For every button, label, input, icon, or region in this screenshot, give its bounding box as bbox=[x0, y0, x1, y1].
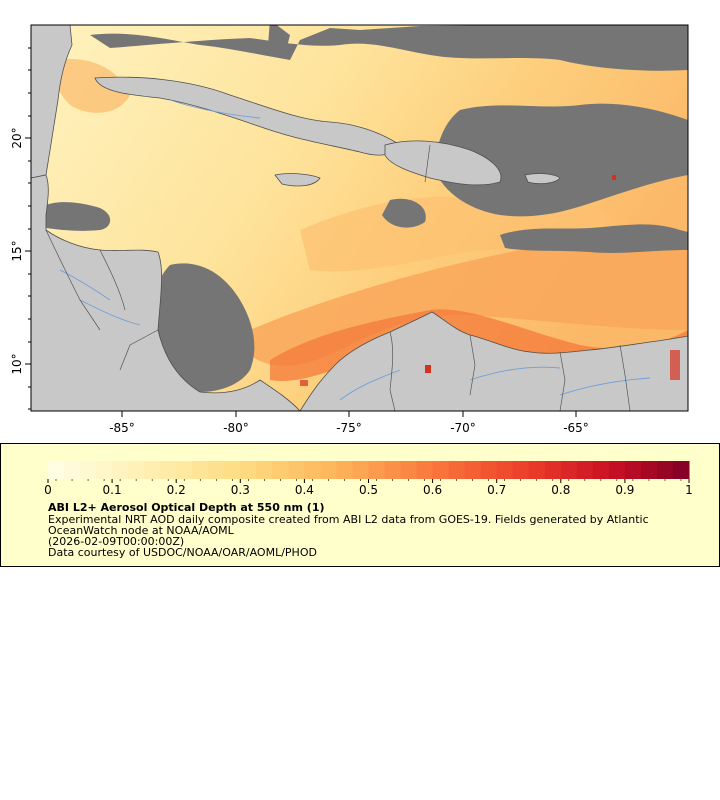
colorbar-tick-label: 1 bbox=[685, 483, 693, 497]
lon-tick-marks bbox=[121, 411, 577, 417]
legend-title: ABI L2+ Aerosol Optical Depth at 550 nm … bbox=[48, 501, 325, 514]
colorbar-cell bbox=[304, 461, 321, 479]
colorbar-cell bbox=[192, 461, 209, 479]
lon-tick-label: -75° bbox=[336, 421, 362, 435]
colorbar-cell bbox=[528, 461, 546, 479]
colorbar-cell bbox=[368, 461, 386, 479]
colorbar-tick-label: 0.3 bbox=[231, 483, 250, 497]
colorbar-tick-label: 0.1 bbox=[103, 483, 122, 497]
colorbar-cell bbox=[608, 461, 626, 479]
lon-tick-label: -70° bbox=[450, 421, 476, 435]
colorbar-tick-label: 0 bbox=[44, 483, 52, 497]
colorbar-tick-label: 0.9 bbox=[615, 483, 634, 497]
colorbar-cell bbox=[576, 461, 594, 479]
lon-tick-label: -85° bbox=[109, 421, 135, 435]
lat-tick-label: 10° bbox=[10, 353, 24, 374]
lat-tick-label: 20° bbox=[10, 127, 24, 148]
legend-panel: 0 0.1 0.2 0.3 0.4 0.5 0.6 0.7 0.8 0.9 1 ABI L2+ Ae… bbox=[0, 443, 720, 567]
colorbar-tick-label: 0.7 bbox=[487, 483, 506, 497]
land-puerto-rico bbox=[524, 173, 561, 185]
colorbar-cell bbox=[624, 461, 642, 479]
colorbar-cell bbox=[496, 461, 514, 479]
rivers bbox=[59, 99, 651, 401]
colorbar-tick-label: 0.4 bbox=[295, 483, 314, 497]
colorbar-cell bbox=[112, 461, 129, 479]
colorbar-cell bbox=[80, 461, 97, 479]
colorbar-cell bbox=[256, 461, 273, 479]
legend-credit: Data courtesy of USDOC/NOAA/OAR/AOML/PHO… bbox=[48, 546, 317, 559]
colorbar-cell bbox=[352, 461, 369, 479]
no-data-regions bbox=[46, 25, 688, 392]
colorbar-cell bbox=[176, 461, 193, 479]
aod-mid-band-north bbox=[300, 196, 620, 272]
colorbar-cell bbox=[384, 461, 402, 479]
colorbar-cells bbox=[48, 461, 690, 479]
colorbar-cell bbox=[96, 461, 113, 479]
colorbar-cell bbox=[512, 461, 530, 479]
colorbar-cell bbox=[416, 461, 434, 479]
land-hispaniola bbox=[384, 140, 502, 186]
colorbar-cell bbox=[544, 461, 562, 479]
lon-tick-label: -65° bbox=[563, 421, 589, 435]
colorbar-cell bbox=[160, 461, 177, 479]
land-yucatan bbox=[31, 25, 73, 179]
colorbar-cell bbox=[560, 461, 578, 479]
colorbar-cell bbox=[64, 461, 81, 479]
legend-description: Experimental NRT AOD daily composite cre… bbox=[48, 513, 653, 537]
map-frame bbox=[30, 24, 689, 412]
colorbar-tick-label: 0.8 bbox=[551, 483, 570, 497]
colorbar-cell bbox=[464, 461, 482, 479]
country-borders bbox=[45, 144, 631, 411]
colorbar-cell bbox=[640, 461, 658, 479]
colorbar-tick-label: 0.5 bbox=[359, 483, 378, 497]
colorbar: 0 0.1 0.2 0.3 0.4 0.5 0.6 0.7 0.8 0.9 1 bbox=[44, 461, 693, 497]
colorbar-cell bbox=[224, 461, 241, 479]
legend-timestamp: (2026-02-09T00:00:00Z) bbox=[48, 535, 185, 548]
colorbar-cell bbox=[336, 461, 353, 479]
colorbar-cell bbox=[144, 461, 161, 479]
land-jamaica bbox=[274, 173, 321, 187]
colorbar-tick-label: 0.6 bbox=[423, 483, 442, 497]
colorbar-cell bbox=[448, 461, 466, 479]
colorbar-cell bbox=[656, 461, 674, 479]
colorbar-cell bbox=[320, 461, 337, 479]
colorbar-cell bbox=[48, 461, 65, 479]
colorbar-tick-marks bbox=[47, 479, 690, 483]
colorbar-cell bbox=[240, 461, 257, 479]
colorbar-cell bbox=[592, 461, 610, 479]
aod-map: -85° -80° -75° -70° -65° 20° 15° 10° bbox=[10, 24, 689, 435]
colorbar-cell bbox=[432, 461, 450, 479]
colorbar-cell bbox=[672, 461, 690, 479]
lon-tick-label: -80° bbox=[223, 421, 249, 435]
colorbar-cell bbox=[128, 461, 145, 479]
aod-high-spots bbox=[300, 175, 680, 386]
lat-tick-label: 15° bbox=[10, 240, 24, 261]
colorbar-cell bbox=[480, 461, 498, 479]
colorbar-cell bbox=[400, 461, 418, 479]
lat-tick-marks bbox=[25, 47, 31, 410]
aod-mid-patch-gulf bbox=[54, 59, 130, 113]
colorbar-tick-labels: 0 0.1 0.2 0.3 0.4 0.5 0.6 0.7 0.8 0.9 1 bbox=[44, 483, 693, 497]
colorbar-cell bbox=[272, 461, 289, 479]
colorbar-tick-label: 0.2 bbox=[167, 483, 186, 497]
colorbar-cell bbox=[208, 461, 225, 479]
colorbar-cell bbox=[288, 461, 305, 479]
